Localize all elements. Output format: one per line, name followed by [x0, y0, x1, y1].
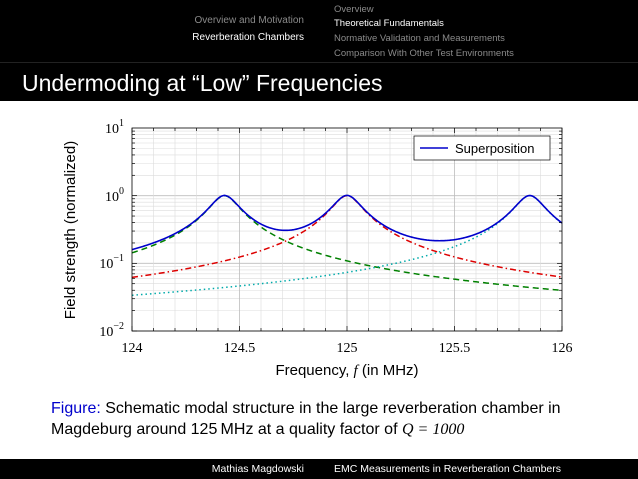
curves: [131, 194, 563, 297]
navigation-headline: Overview and Motivation Reverberation Ch…: [0, 0, 638, 62]
tick-marks: [131, 128, 563, 332]
x-tick-label-4: 126: [552, 341, 573, 356]
caption-math: Q = 1000: [401, 421, 465, 438]
section-link-reverberation-chambers[interactable]: Reverberation Chambers: [192, 32, 304, 43]
figure-label: Figure:: [51, 400, 101, 417]
figure-caption: Figure: Schematic modal structure in the…: [51, 398, 611, 440]
x-tick-label-3: 125.5: [439, 341, 471, 356]
x-axis-label: Frequency, f (in MHz): [275, 362, 418, 379]
subsection-link-theoretical-fundamentals[interactable]: Theoretical Fundamentals: [334, 18, 444, 29]
mode-curve-3: [131, 194, 563, 297]
y-axis-label: Field strength (normalized): [62, 141, 79, 319]
mode-curve-2: [131, 194, 563, 279]
frame-title: Undermoding at “Low” Frequencies: [22, 70, 383, 96]
caption-text: Schematic modal structure in the large r…: [51, 400, 561, 438]
legend: Superposition: [413, 135, 551, 161]
x-tick-label-1: 124.5: [224, 341, 256, 356]
resonance-chart: 124 124.5 125 125.5 126 10−2 10−1 100 10…: [62, 118, 573, 379]
subsection-link-normative-validation[interactable]: Normative Validation and Measurements: [334, 33, 505, 44]
y-tick-label-3: 101: [105, 118, 124, 137]
x-tick-label-2: 125: [337, 341, 358, 356]
section-link-overview-motivation[interactable]: Overview and Motivation: [194, 15, 305, 26]
legend-label-superposition: Superposition: [455, 141, 535, 156]
x-tick-label-0: 124: [122, 341, 143, 356]
footline: Mathias Magdowski EMC Measurements in Re…: [0, 459, 638, 479]
frame-title-bar: Undermoding at “Low” Frequencies: [0, 62, 638, 101]
y-tick-label-0: 10−2: [99, 321, 124, 340]
footer-talk-title: EMC Measurements in Reverberation Chambe…: [334, 463, 562, 475]
footer-author: Mathias Magdowski: [211, 463, 304, 475]
y-tick-label-2: 100: [105, 186, 124, 205]
y-tick-label-1: 10−1: [99, 253, 124, 272]
superposition-curve: [131, 194, 563, 251]
subsection-link-comparison[interactable]: Comparison With Other Test Environments: [334, 48, 514, 59]
subsection-link-overview[interactable]: Overview: [334, 4, 374, 15]
